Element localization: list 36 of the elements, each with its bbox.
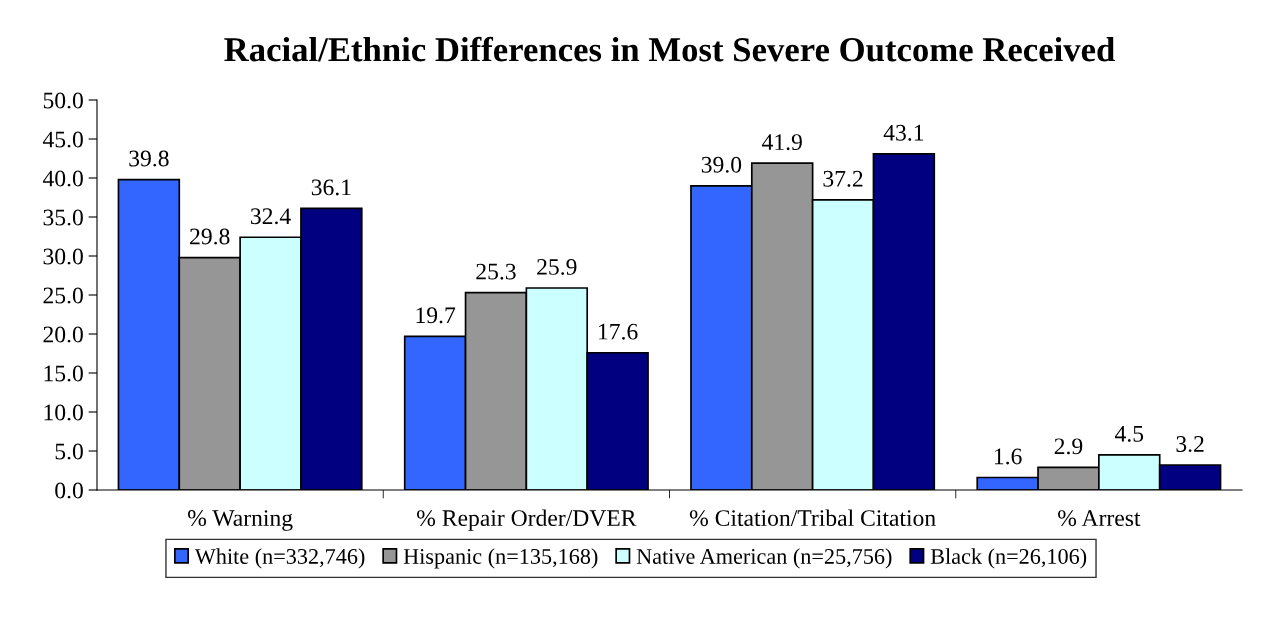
data-label: 17.6 — [599, 323, 638, 340]
y-tick-label: 15.0 — [44, 365, 83, 382]
y-tick-label: 5.0 — [55, 443, 83, 460]
data-label: 39.8 — [129, 150, 169, 167]
data-label: 39.0 — [701, 156, 742, 173]
legend-label: White (n=332,746) — [194, 548, 365, 569]
x-tick-label: % Citation/Tribal Citation — [689, 509, 936, 527]
y-tick-label: 35.0 — [43, 209, 83, 226]
y-tick-label: 30.0 — [43, 248, 83, 265]
data-label: 29.8 — [190, 228, 230, 245]
legend-label: Native American (n=25,756) — [636, 548, 892, 569]
y-tick-label: 40.0 — [42, 170, 83, 187]
data-label: 36.1 — [311, 179, 351, 196]
data-label: 3.2 — [1176, 436, 1204, 453]
chart-title: Racial/Ethnic Differences in Most Severe Outcome Received — [224, 36, 1115, 62]
y-tick-label: 0.0 — [55, 482, 83, 499]
data-label: 2.9 — [1054, 438, 1083, 455]
data-label: 4.5 — [1114, 426, 1144, 442]
data-label: 43.1 — [883, 124, 924, 141]
data-label: 19.7 — [416, 307, 456, 324]
data-label: 25.9 — [537, 258, 577, 275]
legend-label: Black (n=26,106) — [930, 548, 1087, 569]
data-label: 25.3 — [476, 263, 516, 280]
data-label: 1.6 — [994, 448, 1022, 465]
y-tick-label: 10.0 — [44, 404, 83, 421]
data-label: 32.4 — [251, 208, 291, 225]
x-tick-label: % Warning — [188, 510, 293, 531]
legend-label: Hispanic (n=135,168) — [403, 548, 598, 569]
data-label: 37.2 — [823, 170, 863, 187]
y-tick-label: 20.0 — [43, 326, 83, 343]
x-tick-label: % Arrest — [1058, 510, 1141, 527]
y-tick-label: 25.0 — [43, 287, 83, 304]
y-tick-label: 50.0 — [43, 92, 83, 109]
x-tick-label: % Repair Order/DVER — [417, 509, 637, 531]
data-label: 41.9 — [762, 134, 802, 151]
y-tick-label: 45.0 — [42, 131, 83, 148]
